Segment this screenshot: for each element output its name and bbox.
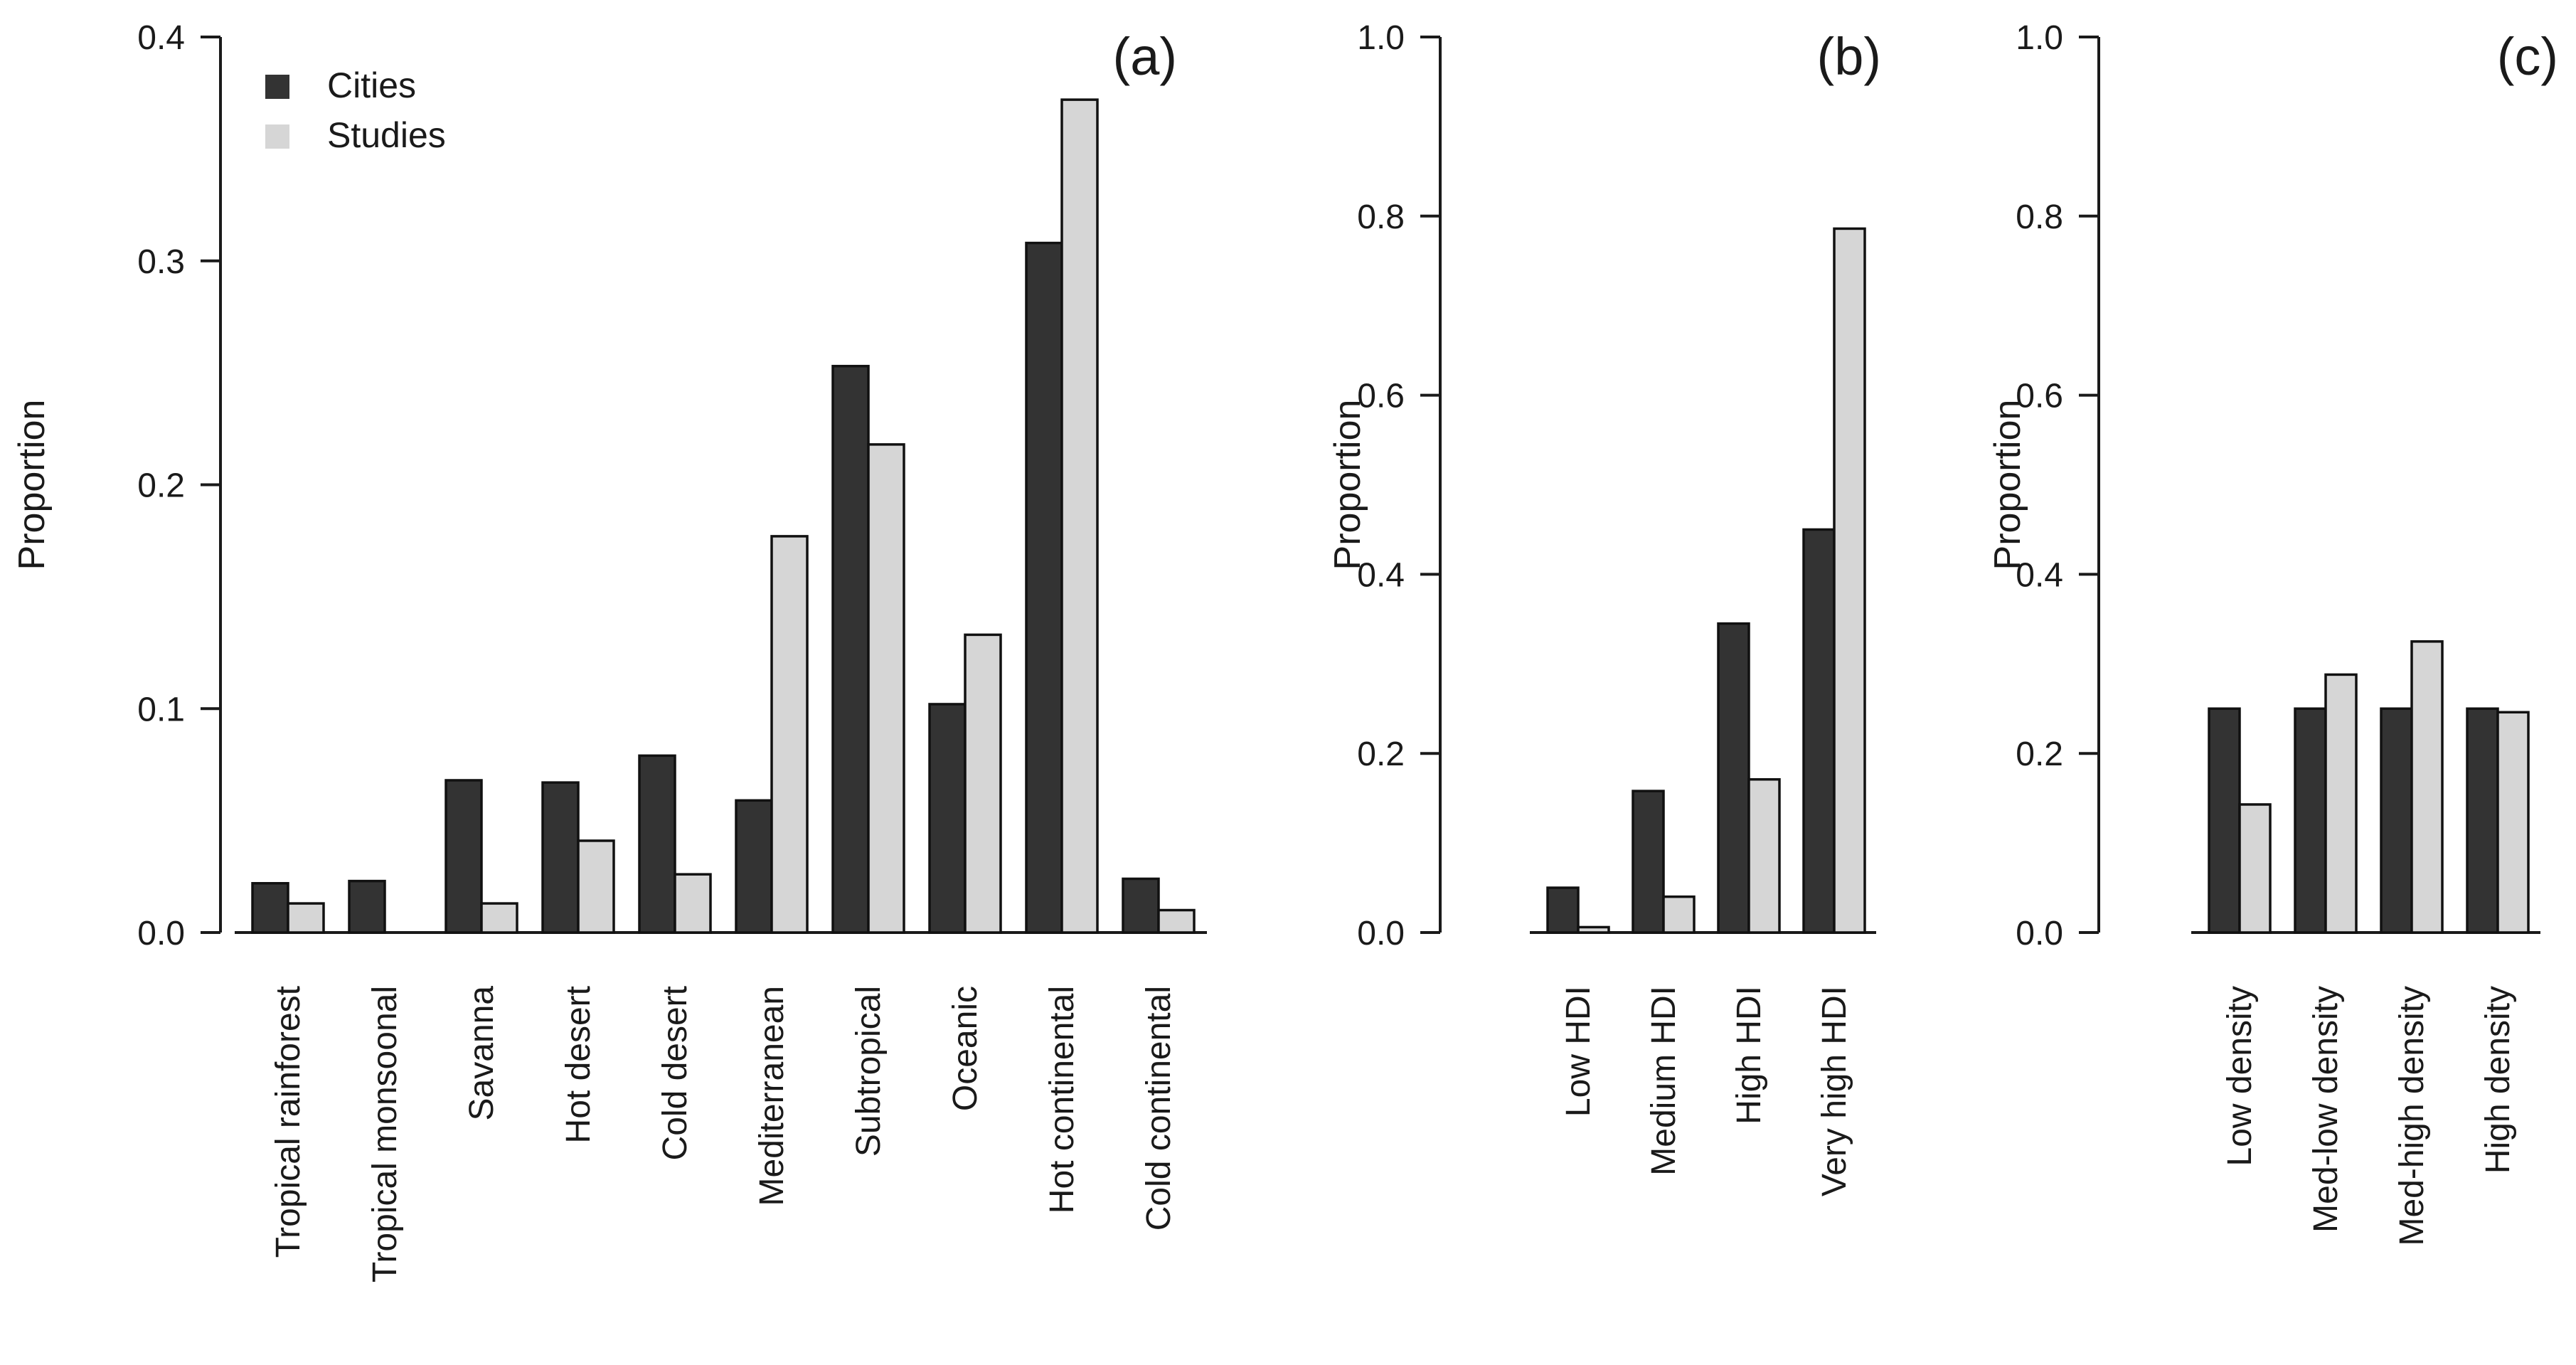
- y-tick-label: 1.0: [2016, 19, 2063, 57]
- bar-studies-medium-hdi: [1662, 895, 1696, 934]
- bar-studies-med-low-density: [2324, 673, 2358, 934]
- bar-studies-subtropical: [867, 443, 905, 934]
- bar-cities-medium-hdi: [1632, 790, 1665, 934]
- bar-studies-tropical-rainforest: [287, 902, 325, 934]
- category-label: Hot continental: [1043, 986, 1081, 1213]
- panel-label: (c): [2497, 27, 2558, 86]
- bar-cities-hot-continental: [1025, 241, 1063, 934]
- bar-cities-oceanic: [928, 703, 967, 934]
- legend-swatch-studies: [265, 124, 289, 149]
- category-label: Med-high density: [2393, 986, 2431, 1246]
- panel-label: (a): [1113, 27, 1177, 86]
- bar-studies-cold-desert: [674, 873, 712, 934]
- legend-label-studies: Studies: [327, 115, 446, 155]
- y-tick-label: 0.8: [1357, 198, 1405, 236]
- bar-studies-hot-desert: [577, 839, 615, 934]
- category-label: Cold continental: [1140, 986, 1178, 1231]
- category-label: Savanna: [463, 986, 501, 1121]
- bar-studies-mediterranean: [770, 535, 809, 934]
- panel-label: (b): [1817, 27, 1881, 86]
- bar-cities-cold-desert: [638, 754, 676, 934]
- legend-label-cities: Cities: [327, 65, 416, 105]
- bar-cities-savanna: [445, 779, 483, 934]
- y-tick-label: 0.4: [137, 19, 185, 57]
- bar-studies-cold-continental: [1157, 908, 1196, 934]
- category-label: High HDI: [1730, 986, 1768, 1125]
- category-label: Mediterranean: [753, 986, 791, 1206]
- y-tick-label: 1.0: [1357, 19, 1405, 57]
- y-tick-label: 0.0: [1357, 915, 1405, 952]
- bar-studies-low-density: [2238, 803, 2272, 934]
- bar-cities-high-hdi: [1717, 622, 1750, 934]
- y-tick-label: 0.4: [2016, 556, 2063, 594]
- y-tick-label: 0.6: [2016, 378, 2063, 415]
- y-axis-label: Proportion: [11, 400, 53, 570]
- y-axis-label: Proportion: [1987, 400, 2028, 570]
- y-tick-label: 0.0: [2016, 915, 2063, 952]
- category-label: Cold desert: [656, 986, 694, 1160]
- bar-studies-med-high-density: [2410, 640, 2444, 934]
- bar-cities-low-density: [2208, 707, 2241, 934]
- bar-cities-cold-continental: [1122, 877, 1160, 934]
- bar-cities-very-high-hdi: [1802, 528, 1836, 934]
- category-label: Hot desert: [560, 986, 597, 1143]
- category-label: Tropical rainforest: [270, 986, 307, 1258]
- category-label: High density: [2479, 986, 2517, 1174]
- bar-cities-mediterranean: [735, 799, 773, 934]
- y-tick-label: 0.4: [1357, 556, 1405, 594]
- legend: Cities Studies: [265, 65, 446, 155]
- category-label: Subtropical: [850, 986, 888, 1157]
- y-tick-label: 0.0: [137, 915, 185, 952]
- y-tick-label: 0.1: [137, 691, 185, 728]
- panel-b: 0.0 0.2 0.4 0.6 0.8 1.0 Proportion (b) Low HDI Me…: [1327, 19, 1881, 1196]
- panel-a: 0.0 0.1 0.2 0.3 0.4 Proportion (a) Tropical rai…: [11, 19, 1207, 1282]
- bar-studies-high-density: [2496, 711, 2530, 934]
- bar-studies-very-high-hdi: [1833, 227, 1866, 934]
- bar-studies-hot-continental: [1060, 98, 1099, 934]
- bar-cities-tropical-monsoonal: [348, 879, 386, 934]
- bar-cities-subtropical: [831, 364, 870, 934]
- y-tick-label: 0.2: [2016, 735, 2063, 773]
- y-tick-label: 0.6: [1357, 378, 1405, 415]
- category-label: Tropical monsoonal: [366, 986, 404, 1282]
- y-tick-label: 0.3: [137, 243, 185, 281]
- bar-cities-tropical-rainforest: [251, 882, 289, 934]
- bar-cities-med-low-density: [2294, 707, 2327, 934]
- category-label: Very high HDI: [1816, 986, 1853, 1196]
- bar-cities-hot-desert: [541, 781, 580, 934]
- category-label: Low density: [2221, 986, 2259, 1166]
- bar-studies-low-hdi: [1577, 925, 1610, 934]
- bar-studies-savanna: [480, 902, 518, 934]
- bar-studies-oceanic: [964, 633, 1002, 934]
- y-tick-label: 0.2: [137, 467, 185, 505]
- bar-cities-med-high-density: [2380, 707, 2413, 934]
- bar-cities-low-hdi: [1546, 886, 1580, 934]
- bar-studies-high-hdi: [1747, 777, 1781, 934]
- y-tick-label: 0.2: [1357, 735, 1405, 773]
- category-label: Low HDI: [1560, 986, 1597, 1117]
- category-label: Med-low density: [2307, 986, 2345, 1233]
- y-tick-label: 0.8: [2016, 198, 2063, 236]
- category-label: Oceanic: [947, 986, 984, 1111]
- bar-cities-high-density: [2466, 707, 2499, 934]
- legend-swatch-cities: [265, 75, 289, 99]
- y-axis-label: Proportion: [1327, 400, 1368, 570]
- category-label: Medium HDI: [1645, 986, 1683, 1176]
- panel-c: 0.0 0.2 0.4 0.6 0.8 1.0 Proportion (c) Low densi…: [1987, 19, 2558, 1246]
